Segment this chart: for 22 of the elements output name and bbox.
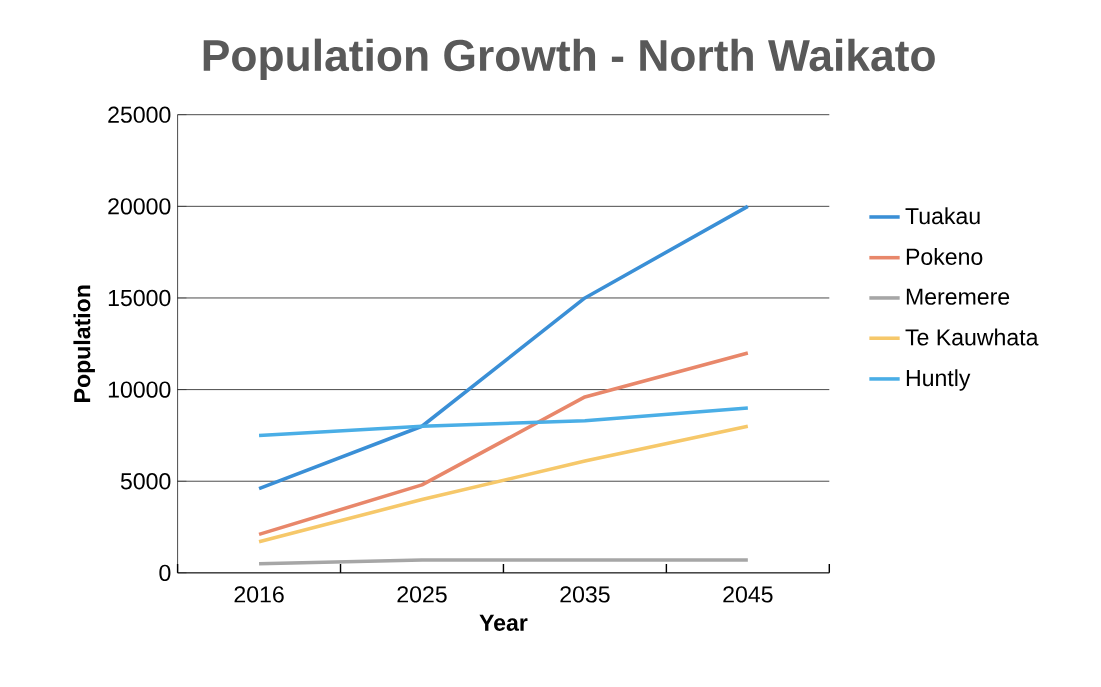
y-tick-label: 0 [159, 564, 171, 581]
x-tick-label: 2016 [234, 586, 284, 603]
y-tick-label: 15000 [108, 289, 171, 307]
x-axis-title: Year [479, 614, 528, 631]
legend-label: Te Kauwhata [905, 328, 1039, 346]
legend-label: Huntly [906, 369, 971, 391]
chart-title: Population Growth - North Waikato [203, 38, 935, 80]
legend-label: Meremere [906, 288, 1010, 305]
legend-label: Tuakau [905, 207, 980, 225]
y-tick-label: 10000 [108, 381, 171, 398]
y-tick-label: 20000 [108, 198, 171, 215]
x-tick-label: 2025 [397, 586, 447, 603]
y-tick-label: 25000 [108, 106, 171, 123]
x-tick-label: 2035 [560, 586, 610, 603]
line-series [257, 424, 750, 544]
y-tick-label: 5000 [120, 472, 171, 490]
y-axis-title: Population [73, 285, 95, 402]
legend-label: Pokeno [906, 247, 983, 265]
line-series [257, 351, 750, 537]
line-series [257, 204, 750, 491]
x-tick-label: 2045 [723, 586, 773, 603]
line-series [257, 406, 750, 438]
